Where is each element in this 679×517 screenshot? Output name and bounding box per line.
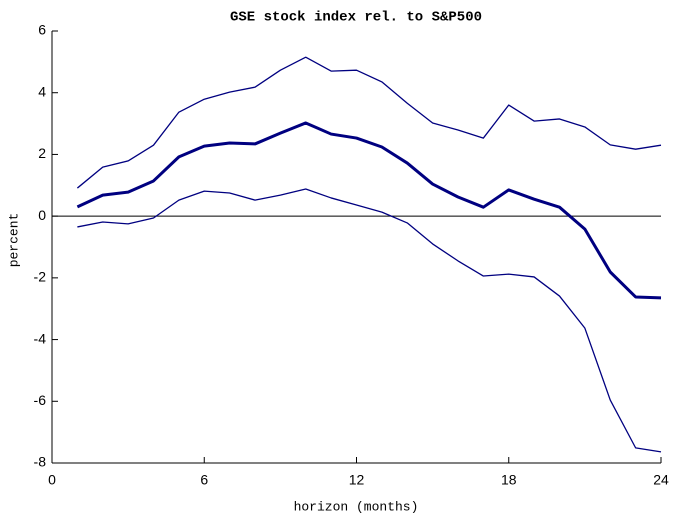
- x-axis-label: horizon (months): [294, 499, 419, 514]
- y-tick-label: 0: [38, 207, 46, 223]
- y-tick-label: -8: [34, 454, 47, 470]
- y-tick-label: -2: [34, 269, 47, 285]
- data-line: [76, 121, 662, 300]
- data-line: [76, 56, 662, 189]
- x-tick-label: 12: [349, 472, 365, 488]
- x-tick-label: 6: [200, 472, 208, 488]
- x-tick-label: 24: [653, 472, 669, 488]
- x-tick-label: 18: [501, 472, 517, 488]
- y-tick-label: 6: [38, 22, 46, 38]
- chart-title: GSE stock index rel. to S&P500: [230, 10, 482, 26]
- y-tick-label: -4: [34, 330, 47, 346]
- y-tick-label: -6: [34, 392, 47, 408]
- y-axis-label: percent: [6, 213, 21, 268]
- y-tick-label: 2: [38, 145, 46, 161]
- y-tick-label: 4: [38, 83, 46, 99]
- x-tick-label: 0: [48, 472, 56, 488]
- data-line: [77, 188, 662, 453]
